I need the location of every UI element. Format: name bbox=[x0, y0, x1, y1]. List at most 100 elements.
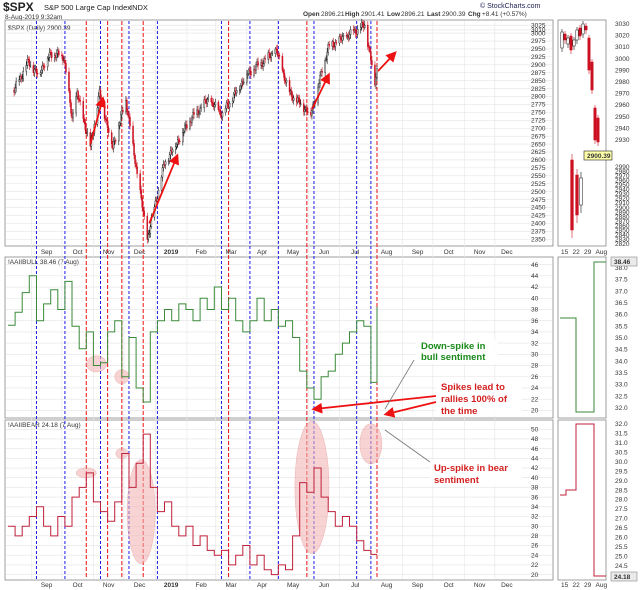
mini-price-last-box bbox=[583, 150, 613, 161]
candle-body bbox=[257, 61, 259, 66]
mini-price-tick: 2960 bbox=[615, 178, 630, 185]
y-tick-label: 36 bbox=[531, 494, 539, 501]
candle-body bbox=[342, 35, 345, 37]
y-tick-label: 2925 bbox=[531, 54, 546, 61]
mini-candle-body bbox=[593, 107, 597, 141]
y-tick-label: 2675 bbox=[531, 133, 546, 140]
mini-price-tick: 2930 bbox=[615, 137, 630, 144]
mini-bull-line bbox=[560, 261, 606, 413]
candle-body bbox=[338, 36, 341, 44]
bull-bear-jun-highlight bbox=[294, 421, 330, 554]
mini-bear-tick: 26.5 bbox=[615, 525, 628, 532]
candle-body bbox=[50, 52, 53, 59]
candle-body bbox=[118, 125, 120, 142]
bull-panel-frame bbox=[4, 256, 554, 419]
mini-bear-tick: 28.0 bbox=[615, 497, 628, 504]
candle-body bbox=[184, 125, 186, 132]
candle-body bbox=[249, 69, 251, 72]
candle-body bbox=[64, 59, 66, 64]
candle-body bbox=[292, 97, 295, 101]
x-tick-label: Sep bbox=[41, 582, 53, 589]
mini-bear-tick: 31.5 bbox=[615, 430, 628, 437]
mini-bull-tick: 35.0 bbox=[615, 335, 628, 342]
mini-candle-body bbox=[566, 37, 570, 45]
mini-price-tick: 3020 bbox=[615, 33, 630, 40]
candle-body bbox=[42, 65, 45, 67]
candle-body bbox=[85, 129, 88, 134]
mini-x-label: 22 bbox=[573, 582, 581, 589]
candle-body bbox=[278, 54, 281, 57]
candle-body bbox=[72, 112, 74, 119]
up-spike-box bbox=[430, 460, 522, 486]
candle-body bbox=[219, 109, 222, 116]
y-tick-label: 20 bbox=[531, 572, 539, 579]
y-tick-label: 2700 bbox=[531, 125, 546, 132]
mini-bear-tick: 28.5 bbox=[615, 487, 628, 494]
candle-body bbox=[120, 114, 122, 124]
last-label: Last bbox=[427, 11, 441, 18]
spikes-text-1: Spikes lead to bbox=[441, 382, 505, 393]
candle-body bbox=[82, 101, 84, 119]
mini-x-label: Aug bbox=[596, 249, 608, 256]
candle-body bbox=[198, 112, 200, 115]
candle-body bbox=[318, 83, 320, 88]
candle-body bbox=[311, 110, 313, 116]
bull-dip-highlight bbox=[86, 355, 107, 373]
mini-price-tick: 2970 bbox=[615, 173, 630, 180]
mini-price-tick: 2980 bbox=[615, 169, 630, 176]
candle-body bbox=[29, 65, 32, 67]
trend-arrow bbox=[89, 96, 106, 145]
candle-body bbox=[112, 141, 115, 149]
candle-body bbox=[15, 81, 17, 89]
brand: © StockCharts.com bbox=[480, 2, 541, 10]
candle-body bbox=[225, 102, 228, 109]
y-tick-label: 2850 bbox=[531, 78, 546, 85]
candle-body bbox=[114, 140, 117, 142]
exchange: INDX bbox=[130, 3, 148, 12]
candle-body bbox=[129, 117, 131, 127]
mini-price-tick: 2910 bbox=[615, 200, 630, 207]
candle-body bbox=[332, 41, 335, 47]
highlight-ellipses bbox=[75, 355, 383, 564]
bull-bear-dec-highlight bbox=[126, 459, 156, 564]
y-tick-label: 2825 bbox=[531, 86, 546, 93]
x-tick-label: 2019 bbox=[164, 249, 179, 256]
x-tick-label: Feb bbox=[196, 582, 208, 589]
candle-body bbox=[325, 59, 327, 61]
candle-body bbox=[193, 112, 195, 115]
x-tick-label: Sep bbox=[41, 249, 53, 256]
x-tick-label: May bbox=[287, 582, 300, 589]
candle-body bbox=[84, 121, 87, 131]
candle-body bbox=[121, 110, 123, 116]
candle-body bbox=[149, 226, 152, 234]
y-tick-label: 42 bbox=[531, 465, 539, 472]
candle-body bbox=[360, 22, 363, 28]
x-tick-label: 2019 bbox=[164, 582, 179, 589]
bear-panel-label: !AAIIBEAR 24.18 (7 Aug) bbox=[8, 422, 81, 429]
mini-candle-body bbox=[584, 25, 588, 31]
mini-bear-frame bbox=[557, 419, 607, 581]
candle-body bbox=[271, 53, 274, 55]
candle-body bbox=[133, 143, 135, 156]
y-tick-label: 42 bbox=[531, 284, 539, 291]
x-tick-label: Dec bbox=[501, 249, 513, 256]
candle-body bbox=[75, 96, 77, 114]
y-tick-label: 44 bbox=[531, 273, 539, 280]
candle-body bbox=[65, 63, 67, 73]
mini-bear-tick: 27.5 bbox=[615, 506, 628, 513]
y-tick-label: 34 bbox=[531, 329, 539, 336]
mini-bear-tick: 32.0 bbox=[615, 421, 628, 428]
candle-body bbox=[147, 234, 150, 240]
candle-body bbox=[14, 87, 16, 93]
mini-bull-tick: 38.0 bbox=[615, 265, 628, 272]
mini-x-label: Aug bbox=[596, 582, 608, 589]
mini-x-label: 15 bbox=[561, 249, 569, 256]
mini-candle-body bbox=[590, 61, 594, 91]
y-tick-label: 2500 bbox=[531, 189, 546, 196]
y-tick-label: 28 bbox=[531, 363, 539, 370]
open-label: Open bbox=[303, 11, 320, 18]
mini-price-tick: 2850 bbox=[615, 227, 630, 234]
candle-body bbox=[200, 107, 202, 109]
candle-body bbox=[146, 216, 149, 240]
up-spike-text-1: Up-spike in bear bbox=[434, 463, 508, 474]
